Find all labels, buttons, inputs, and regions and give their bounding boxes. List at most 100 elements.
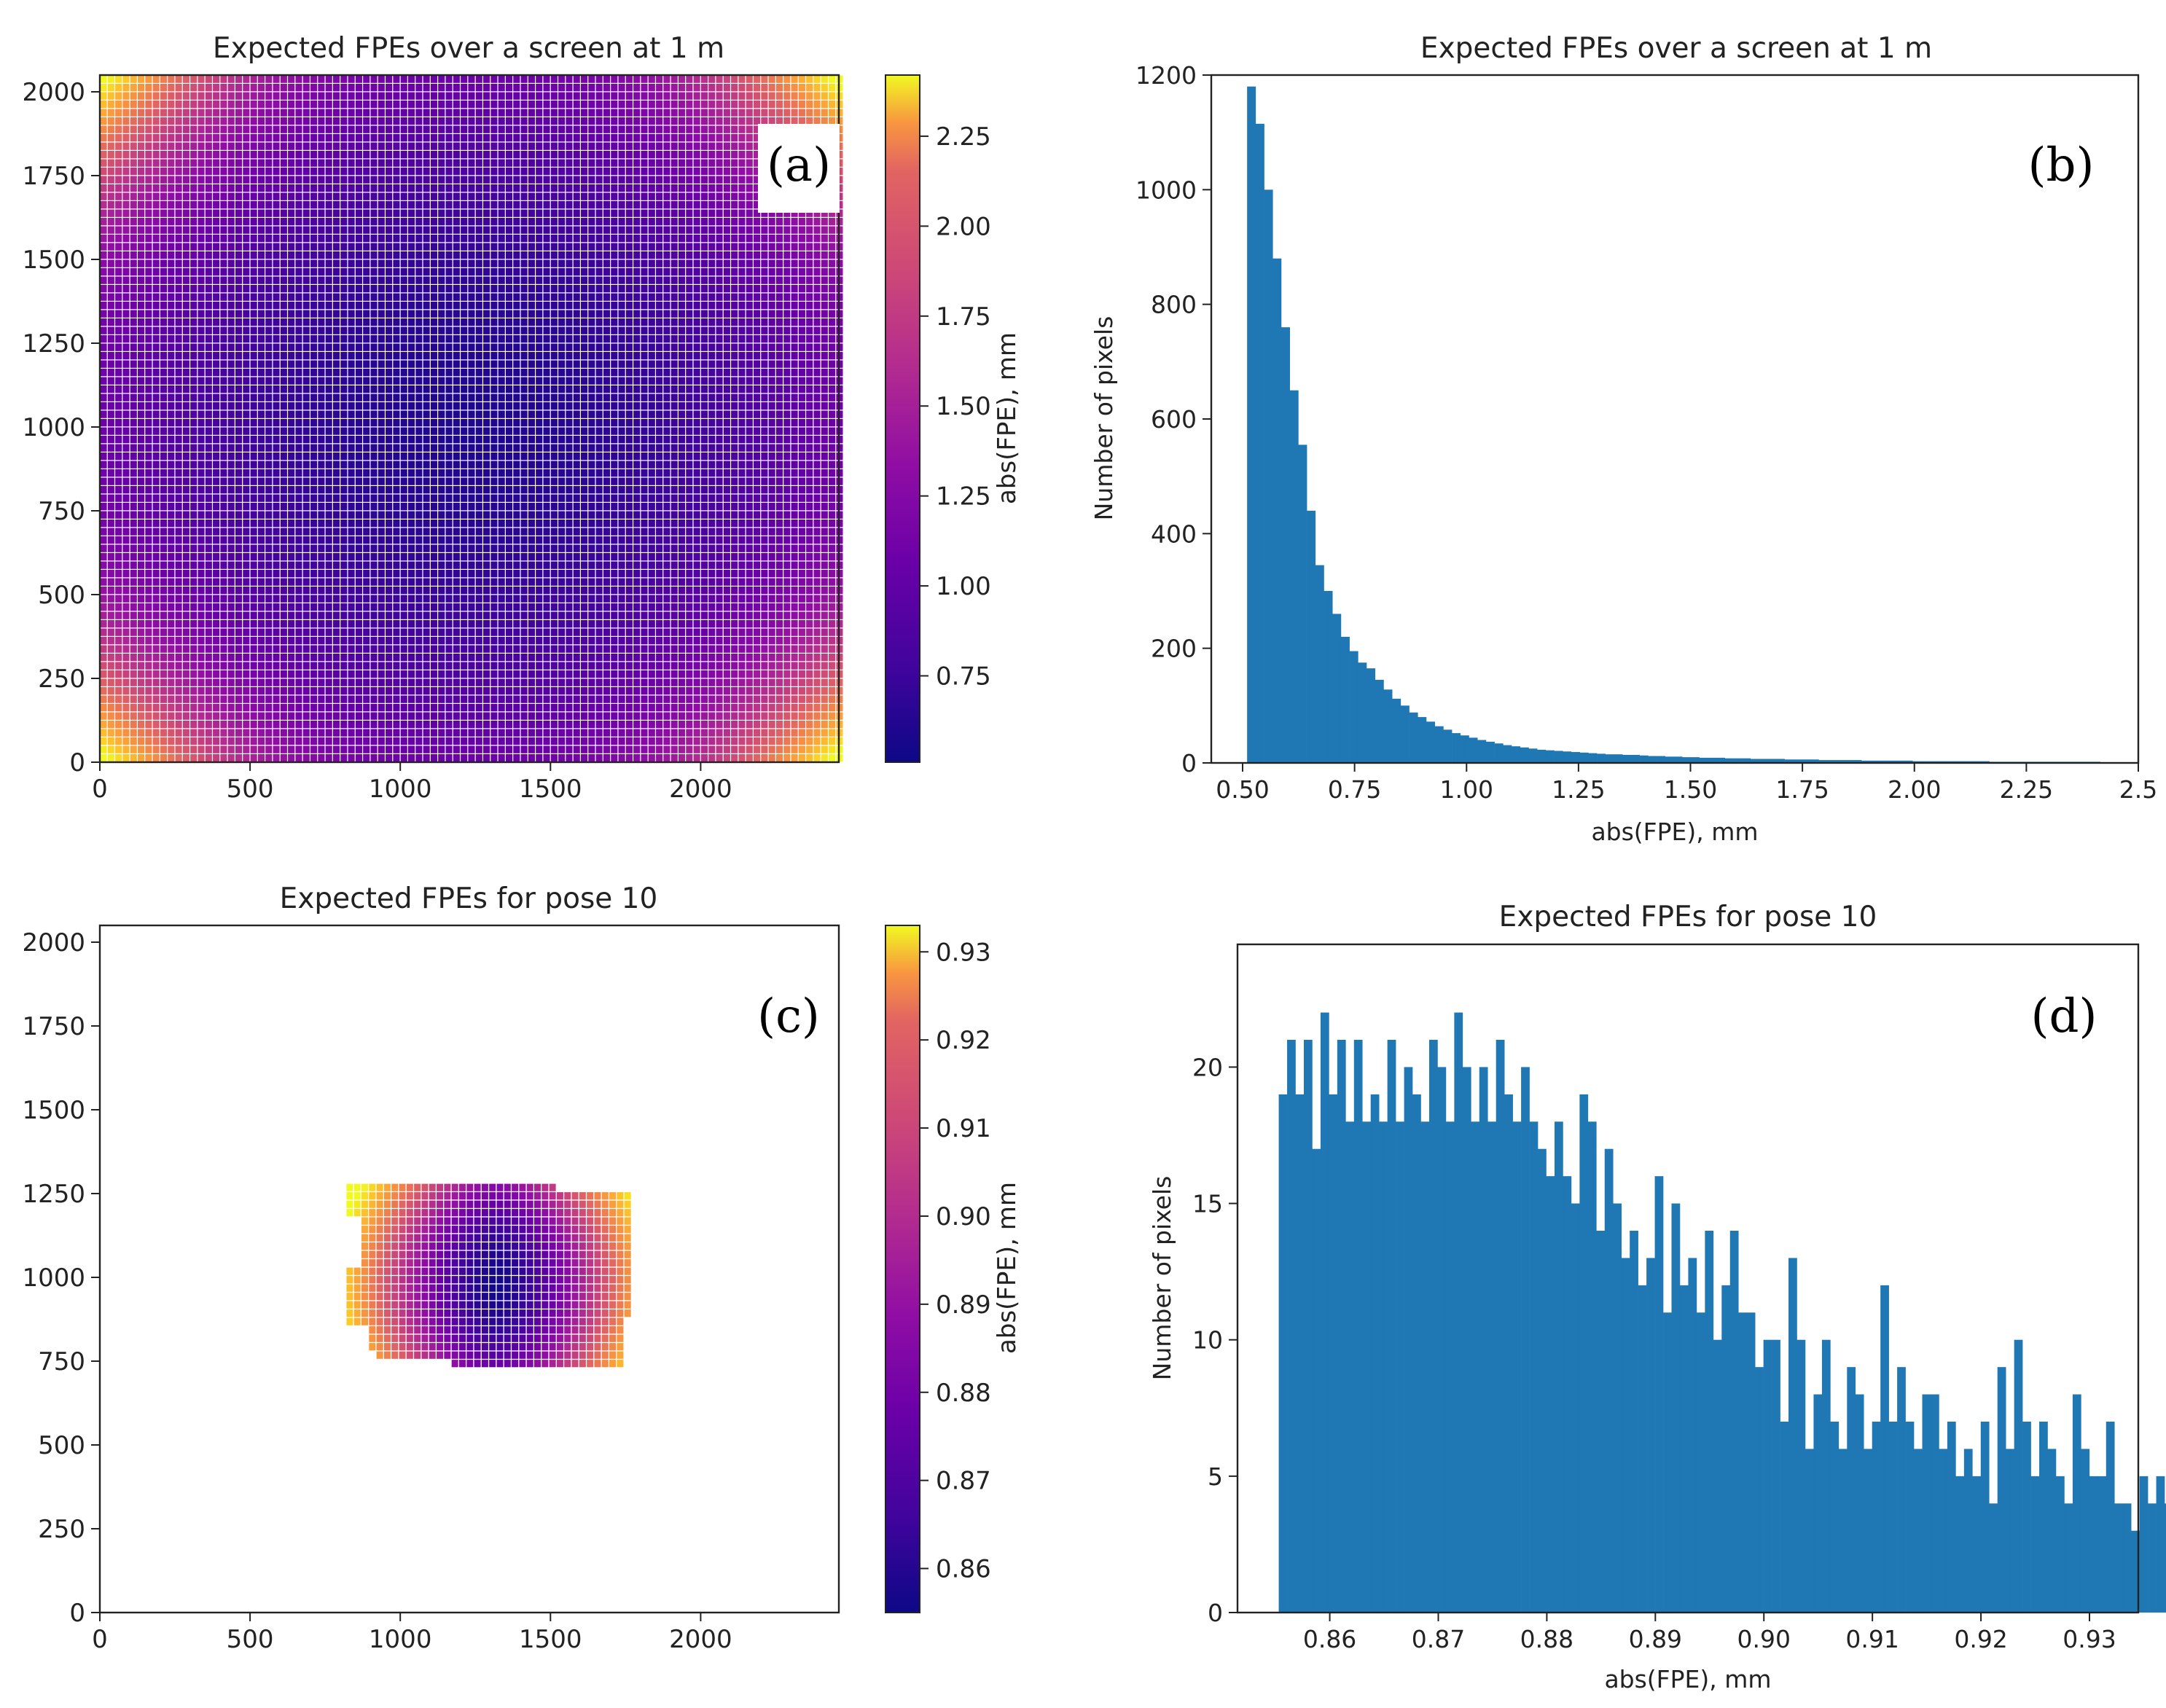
heatmap-cell — [168, 259, 175, 267]
heatmap-cell — [227, 109, 235, 117]
heatmap-cell — [257, 335, 265, 343]
heatmap-cell — [295, 75, 302, 83]
heatmap-cell — [130, 419, 137, 427]
heatmap-cell — [235, 159, 243, 167]
heatmap-cell — [227, 385, 235, 393]
heatmap-cell — [355, 184, 362, 192]
heatmap-cell — [363, 570, 370, 578]
heatmap-cell — [220, 603, 227, 611]
heatmap-cell — [325, 729, 332, 737]
heatmap-cell — [430, 628, 438, 636]
heatmap-cell — [461, 125, 468, 133]
heatmap-cell — [550, 377, 558, 385]
heatmap-cell — [423, 310, 430, 318]
heatmap-cell — [536, 729, 543, 737]
heatmap-cell — [378, 561, 385, 569]
heatmap-cell — [310, 159, 318, 167]
heatmap-cell — [386, 704, 393, 712]
heatmap-cell — [438, 628, 445, 636]
heatmap-cell — [378, 427, 385, 435]
heatmap-cell — [138, 678, 145, 686]
heatmap-cell — [386, 628, 393, 636]
heatmap-cell — [227, 427, 235, 435]
heatmap-cell — [393, 704, 400, 712]
heatmap-cell — [168, 654, 175, 662]
heatmap-cell — [152, 201, 160, 209]
heatmap-cell — [257, 276, 265, 284]
heatmap-cell — [295, 360, 302, 368]
heatmap-cell — [370, 285, 378, 293]
heatmap-cell — [550, 402, 558, 410]
heatmap-cell — [318, 553, 325, 561]
heatmap-cell — [543, 402, 550, 410]
heatmap-cell — [490, 528, 498, 536]
heatmap-cell — [130, 561, 137, 569]
heatmap-cell — [265, 678, 273, 686]
heatmap-cell — [175, 587, 182, 595]
heatmap-cell — [318, 84, 325, 92]
heatmap-cell — [175, 611, 182, 619]
heatmap-cell — [400, 310, 407, 318]
heatmap-cell — [378, 176, 385, 184]
heatmap-cell — [257, 737, 265, 745]
heatmap-cell — [415, 687, 423, 695]
heatmap-cell — [152, 142, 160, 150]
heatmap-cell — [227, 628, 235, 636]
heatmap-cell — [250, 436, 257, 444]
heatmap-cell — [438, 729, 445, 737]
heatmap-cell — [310, 352, 318, 360]
heatmap-cell — [363, 134, 370, 142]
heatmap-cell — [363, 410, 370, 418]
heatmap-cell — [250, 704, 257, 712]
heatmap-cell — [273, 285, 280, 293]
heatmap-cell — [408, 184, 415, 192]
heatmap-cell — [205, 611, 212, 619]
heatmap-cell — [378, 251, 385, 259]
heatmap-cell — [182, 544, 189, 552]
heatmap-cell — [513, 729, 520, 737]
heatmap-cell — [107, 369, 114, 377]
heatmap-cell — [355, 159, 362, 167]
heatmap-cell — [408, 75, 415, 83]
heatmap-cell — [227, 603, 235, 611]
heatmap-cell — [355, 528, 362, 536]
heatmap-cell — [332, 678, 340, 686]
heatmap-cell — [386, 402, 393, 410]
heatmap-cell — [175, 293, 182, 301]
heatmap-cell — [415, 326, 423, 334]
heatmap-cell — [468, 553, 475, 561]
heatmap-cell — [235, 611, 243, 619]
heatmap-cell — [190, 637, 198, 645]
heatmap-cell — [513, 226, 520, 234]
heatmap-cell — [386, 385, 393, 393]
heatmap-cell — [288, 318, 295, 326]
heatmap-cell — [250, 109, 257, 117]
heatmap-cell — [453, 486, 460, 494]
heatmap-cell — [250, 486, 257, 494]
heatmap-cell — [393, 678, 400, 686]
heatmap-cell — [152, 251, 160, 259]
heatmap-cell — [100, 670, 107, 678]
heatmap-cell — [393, 184, 400, 192]
heatmap-cell — [325, 477, 332, 485]
heatmap-cell — [175, 453, 182, 461]
heatmap-cell — [182, 75, 189, 83]
heatmap-cell — [257, 486, 265, 494]
heatmap-cell — [348, 369, 355, 377]
heatmap-cell — [115, 587, 122, 595]
heatmap-cell — [175, 276, 182, 284]
heatmap-cell — [332, 561, 340, 569]
heatmap-cell — [348, 310, 355, 318]
heatmap-cell — [302, 360, 310, 368]
heatmap-cell — [386, 302, 393, 310]
heatmap-cell — [430, 369, 438, 377]
heatmap-cell — [543, 393, 550, 401]
heatmap-cell — [227, 75, 235, 83]
heatmap-cell — [453, 678, 460, 686]
heatmap-cell — [355, 536, 362, 544]
heatmap-cell — [536, 494, 543, 502]
heatmap-cell — [332, 645, 340, 653]
heatmap-cell — [138, 192, 145, 200]
heatmap-cell — [100, 628, 107, 636]
heatmap-cell — [363, 92, 370, 100]
